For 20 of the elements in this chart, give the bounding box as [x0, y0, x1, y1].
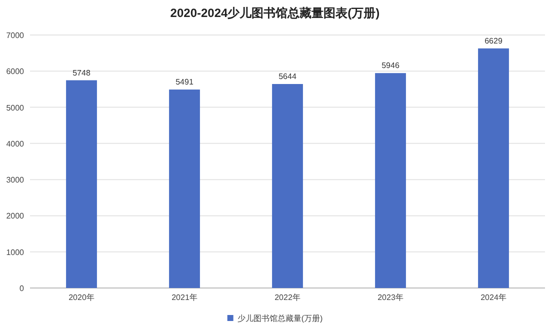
y-tick-label: 1000 — [6, 248, 25, 257]
y-tick-label: 7000 — [6, 31, 25, 40]
legend-label: 少儿图书馆总藏量(万册) — [237, 314, 323, 323]
y-tick-label: 2000 — [6, 212, 25, 221]
y-tick-label: 6000 — [6, 67, 25, 76]
y-tick-label: 3000 — [6, 176, 25, 185]
x-tick-label: 2024年 — [480, 293, 506, 302]
x-tick-label: 2023年 — [378, 293, 404, 302]
data-label: 5946 — [382, 61, 400, 70]
y-tick-label: 5000 — [6, 103, 25, 112]
x-tick-label: 2021年 — [172, 293, 198, 302]
x-tick-label: 2022年 — [274, 293, 300, 302]
data-label: 5491 — [176, 78, 194, 87]
x-tick-label: 2020年 — [68, 293, 94, 302]
data-label: 5644 — [278, 72, 297, 82]
data-label: 6629 — [484, 36, 503, 46]
y-tick-label: 4000 — [6, 139, 25, 148]
data-label: 5748 — [72, 68, 91, 78]
y-tick-label: 0 — [20, 284, 25, 293]
chart-title: 2020-2024少儿图书馆总藏量图表(万册) — [170, 6, 380, 20]
